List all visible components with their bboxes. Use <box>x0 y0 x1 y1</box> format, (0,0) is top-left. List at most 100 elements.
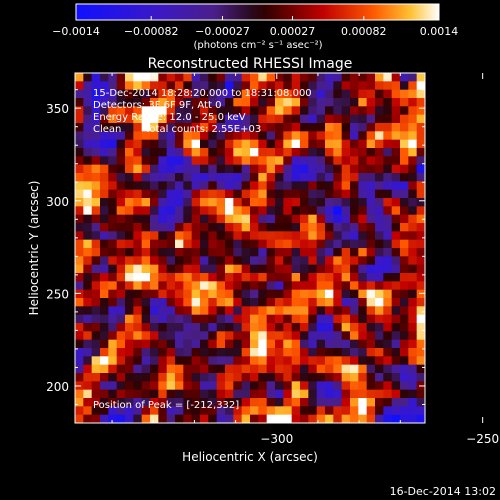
heatmap-cell <box>291 89 301 99</box>
heatmap-cell <box>241 348 251 357</box>
heatmap-cell <box>133 331 143 341</box>
heatmap-cell <box>150 223 159 232</box>
heatmap-cell <box>391 198 401 207</box>
heatmap-cell <box>408 298 418 307</box>
heatmap-cell <box>216 348 226 357</box>
heatmap-cell <box>341 298 351 307</box>
heatmap-cell <box>200 81 209 91</box>
heatmap-cell <box>258 156 268 166</box>
heatmap-cell <box>341 223 351 232</box>
heatmap-cell <box>325 139 334 149</box>
heatmap-cell <box>183 206 193 216</box>
heatmap-cell <box>408 239 418 249</box>
heatmap-cell <box>341 181 351 191</box>
heatmap-cell <box>208 139 218 149</box>
heatmap-cell <box>216 248 226 257</box>
heatmap-cell <box>358 173 368 182</box>
heatmap-cell <box>291 81 301 91</box>
heatmap-cell <box>166 239 176 249</box>
heatmap-cell <box>308 306 318 316</box>
heatmap-cell <box>83 114 93 124</box>
heatmap-cell <box>341 173 351 182</box>
heatmap-cell <box>375 89 384 99</box>
heatmap-cell <box>341 389 351 399</box>
heatmap-cell <box>308 98 318 107</box>
heatmap-cell <box>291 389 301 399</box>
heatmap-cell <box>416 81 425 91</box>
heatmap-cell <box>408 389 418 399</box>
heatmap-cell <box>283 331 293 341</box>
heatmap-cell <box>225 314 234 324</box>
heatmap-cell <box>133 73 143 82</box>
heatmap-cell <box>116 406 126 416</box>
heatmap-cell <box>208 406 218 416</box>
heatmap-cell <box>91 189 101 199</box>
heatmap-cell <box>316 173 326 182</box>
heatmap-cell <box>158 314 168 324</box>
heatmap-cell <box>333 348 343 357</box>
heatmap-cell <box>408 98 418 107</box>
heatmap-cell <box>75 189 84 199</box>
heatmap-cell <box>300 148 309 157</box>
heatmap-cell <box>191 364 201 374</box>
heatmap-cell <box>325 73 334 82</box>
heatmap-cell <box>108 381 118 391</box>
heatmap-cell <box>400 356 409 366</box>
heatmap-cell <box>408 348 418 357</box>
heatmap-cell <box>225 156 234 166</box>
heatmap-cell <box>325 256 334 266</box>
heatmap-cell <box>350 331 359 341</box>
heatmap-cell <box>166 289 176 299</box>
heatmap-cell <box>416 264 425 274</box>
heatmap-cell <box>233 123 243 132</box>
heatmap-cell <box>75 339 84 349</box>
heatmap-cell <box>200 406 209 416</box>
heatmap-cell <box>350 323 359 332</box>
heatmap-cell <box>141 339 151 349</box>
heatmap-cell <box>391 273 401 282</box>
heatmap-cell <box>133 273 143 282</box>
heatmap-cell <box>325 206 334 216</box>
heatmap-cell <box>341 331 351 341</box>
colorbar-ticks: −0.0014 −0.00082 −0.00027 0.00027 0.00082 0.0… <box>52 16 458 38</box>
annotation-time-range: 15-Dec-2014 18:28:20.000 to 18:31:08.000 <box>93 88 312 99</box>
heatmap-cell <box>183 373 193 382</box>
heatmap-cell <box>400 223 409 232</box>
heatmap-cell <box>408 181 418 191</box>
heatmap-cell <box>83 323 93 332</box>
heatmap-cell <box>91 356 101 366</box>
heatmap-cell <box>216 273 226 282</box>
heatmap-cell <box>400 206 409 216</box>
heatmap-cell <box>308 356 318 366</box>
heatmap-cell <box>91 348 101 357</box>
heatmap-cell <box>100 356 109 366</box>
heatmap-cell <box>208 223 218 232</box>
heatmap-cell <box>341 273 351 282</box>
heatmap-cell <box>141 106 151 116</box>
heatmap-cell <box>391 323 401 332</box>
heatmap-cell <box>233 331 243 341</box>
heatmap-cell <box>400 389 409 399</box>
heatmap-cell <box>258 231 268 241</box>
heatmap-cell <box>125 198 134 207</box>
heatmap-cell <box>91 306 101 316</box>
heatmap-cell <box>250 106 259 116</box>
heatmap-cell <box>108 223 118 232</box>
heatmap-cell <box>341 73 351 82</box>
heatmap-cell <box>83 306 93 316</box>
heatmap-cell <box>108 306 118 316</box>
heatmap-cell <box>341 406 351 416</box>
heatmap-cell <box>408 289 418 299</box>
heatmap-cell <box>383 323 393 332</box>
heatmap-cell <box>275 131 284 141</box>
heatmap-cell <box>125 81 134 91</box>
heatmap-cell <box>225 239 234 249</box>
heatmap-cell <box>125 73 134 82</box>
heatmap-cell <box>175 189 184 199</box>
heatmap-cell <box>291 356 301 366</box>
heatmap-cell <box>75 131 84 141</box>
heatmap-cell <box>200 348 209 357</box>
heatmap-cell <box>158 289 168 299</box>
heatmap-cell <box>358 364 368 374</box>
heatmap-cell <box>141 81 151 91</box>
